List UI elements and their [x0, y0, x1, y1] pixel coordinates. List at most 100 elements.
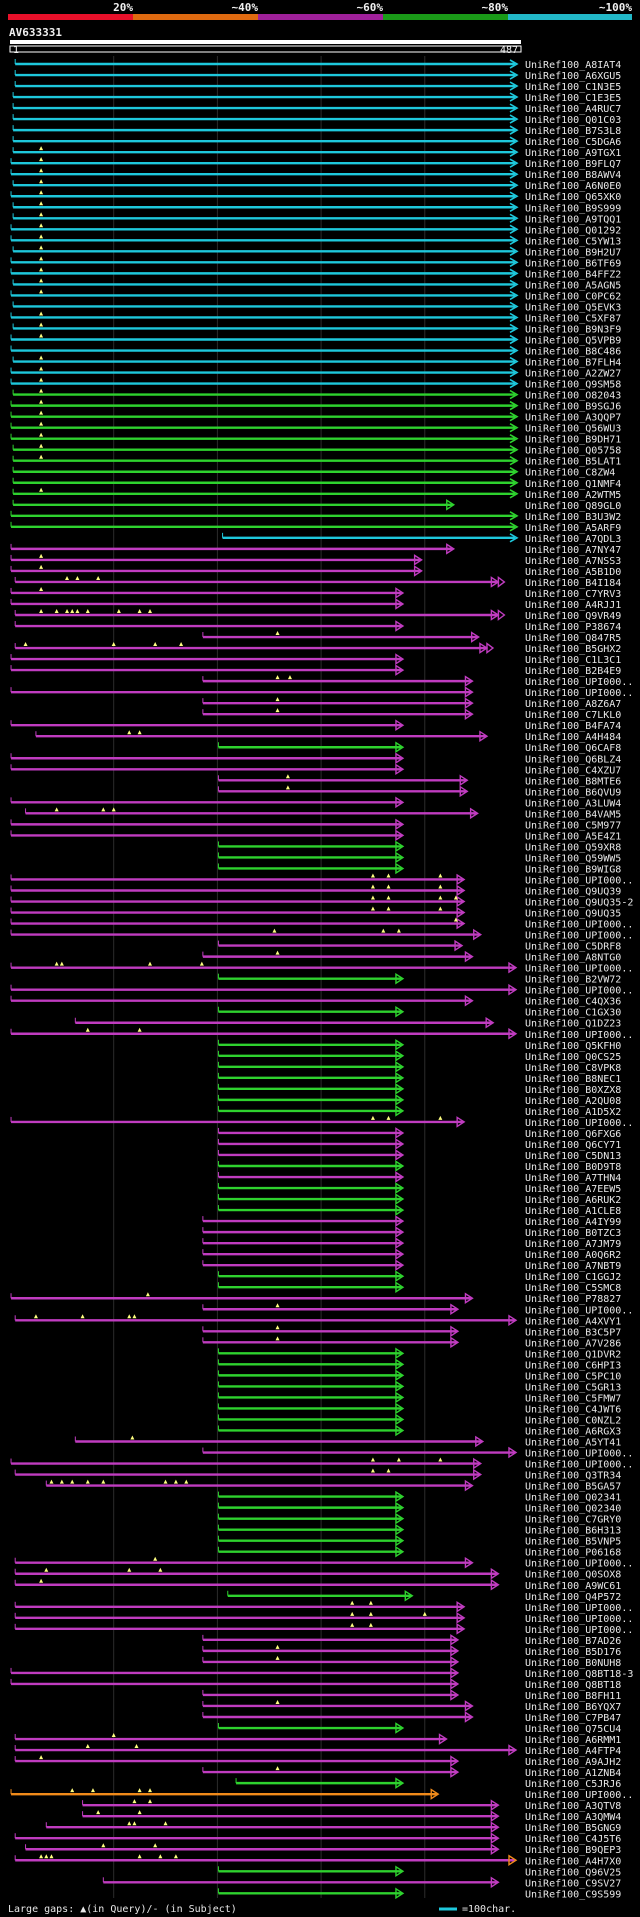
hit-row[interactable]: UniRef100_A3QMW4 — [82, 1810, 622, 1823]
hit-label[interactable]: UniRef100_P78827 — [525, 1294, 621, 1305]
hit-label[interactable]: UniRef100_C7PB47 — [525, 1713, 621, 1724]
hit-label[interactable]: UniRef100_C5PC10 — [525, 1371, 621, 1382]
hit-label[interactable]: UniRef100_A9TGX1 — [525, 148, 621, 159]
hit-row[interactable]: UniRef100_A3QQP7 — [10, 410, 621, 424]
hit-row[interactable]: UniRef100_Q5EVK3 — [12, 301, 621, 313]
hit-label[interactable]: UniRef100_B9FLQ7 — [525, 159, 621, 170]
hit-row[interactable]: UniRef100_UPI000.. — [202, 675, 634, 688]
hit-row[interactable]: UniRef100_Q6CY71 — [217, 1138, 621, 1151]
hit-label[interactable]: UniRef100_B9H2U7 — [525, 247, 621, 258]
hit-label[interactable]: UniRef100_B4VAM5 — [525, 809, 621, 820]
hit-label[interactable]: UniRef100_Q65XK0 — [525, 192, 621, 203]
hit-label[interactable]: UniRef100_C1E3E5 — [525, 93, 621, 104]
hit-label[interactable]: UniRef100_C4QX36 — [525, 997, 621, 1008]
hit-label[interactable]: UniRef100_C5FMW7 — [525, 1393, 621, 1404]
hit-row[interactable]: UniRef100_C9SV27 — [102, 1876, 621, 1889]
hit-label[interactable]: UniRef100_C7GRY0 — [525, 1515, 621, 1526]
hit-row[interactable]: UniRef100_Q5VPB9 — [10, 333, 621, 347]
hit-label[interactable]: UniRef100_B6H313 — [525, 1526, 621, 1537]
hit-label[interactable]: UniRef100_C1GGJ2 — [525, 1272, 621, 1283]
hit-row[interactable]: UniRef100_Q02340 — [217, 1501, 621, 1515]
hit-row[interactable]: UniRef100_B8FH11 — [202, 1689, 621, 1702]
hit-row[interactable]: UniRef100_B5LAT1 — [12, 454, 621, 468]
hit-label[interactable]: UniRef100_UPI000.. — [525, 688, 633, 699]
hit-row[interactable]: UniRef100_C5DGA6 — [12, 136, 621, 148]
hit-label[interactable]: UniRef100_A7NSS3 — [525, 556, 621, 567]
hit-label[interactable]: UniRef100_Q1NMF4 — [525, 479, 621, 490]
hit-row[interactable]: UniRef100_C7PB47 — [202, 1711, 621, 1724]
hit-row[interactable]: UniRef100_Q6CAF8 — [217, 741, 621, 754]
hit-row[interactable]: UniRef100_C5DRF8 — [217, 939, 621, 953]
hit-label[interactable]: UniRef100_Q847R5 — [525, 633, 621, 644]
hit-label[interactable]: UniRef100_UPI000.. — [525, 1449, 633, 1460]
hit-label[interactable]: UniRef100_C0NZL2 — [525, 1415, 621, 1426]
hit-row[interactable]: UniRef100_B7AD26 — [202, 1634, 621, 1647]
hit-row[interactable]: UniRef100_B3C5P7 — [202, 1325, 621, 1338]
hit-row[interactable]: UniRef100_B8AWV4 — [10, 168, 621, 181]
hit-row[interactable]: UniRef100_C6HPI3 — [217, 1358, 621, 1371]
hit-label[interactable]: UniRef100_A9AJH2 — [525, 1757, 621, 1768]
hit-label[interactable]: UniRef100_A7JM79 — [525, 1239, 621, 1250]
hit-row[interactable]: UniRef100_B8NEC1 — [217, 1072, 621, 1085]
hit-label[interactable]: UniRef100_Q89GL0 — [525, 501, 621, 512]
hit-row[interactable]: UniRef100_Q8BT18-3 — [10, 1667, 633, 1680]
hit-label[interactable]: UniRef100_A3QQP7 — [525, 413, 621, 424]
hit-row[interactable]: UniRef100_B9DH71 — [10, 432, 621, 446]
hit-label[interactable]: UniRef100_B4FFZ2 — [525, 269, 621, 280]
hit-label[interactable]: UniRef100_A4IY99 — [525, 1217, 621, 1228]
hit-label[interactable]: UniRef100_A4H484 — [525, 732, 621, 743]
hit-row[interactable]: UniRef100_UPI000.. — [10, 1788, 633, 1801]
hit-label[interactable]: UniRef100_A8IAT4 — [525, 60, 621, 71]
hit-row[interactable]: UniRef100_UPI000.. — [10, 1115, 633, 1129]
hit-label[interactable]: UniRef100_A5E4Z1 — [525, 831, 621, 842]
hit-row[interactable]: UniRef100_UPI000.. — [14, 1611, 633, 1625]
hit-label[interactable]: UniRef100_Q59XR8 — [525, 842, 621, 853]
hit-row[interactable]: UniRef100_A4IY99 — [202, 1215, 621, 1228]
hit-label[interactable]: UniRef100_UPI000.. — [525, 920, 633, 931]
hit-row[interactable]: UniRef100_C5XF87 — [10, 311, 621, 324]
hit-label[interactable]: UniRef100_P38674 — [525, 622, 621, 633]
hit-label[interactable]: UniRef100_C5GR13 — [525, 1382, 621, 1393]
hit-row[interactable]: UniRef100_B9SGJ6 — [10, 399, 621, 413]
hit-label[interactable]: UniRef100_Q1DZ23 — [525, 1019, 621, 1030]
hit-label[interactable]: UniRef100_C6HPI3 — [525, 1360, 621, 1371]
hit-row[interactable]: UniRef100_B9WIG8 — [217, 862, 621, 875]
hit-label[interactable]: UniRef100_Q96V25 — [525, 1867, 621, 1878]
hit-label[interactable]: UniRef100_B9DH71 — [525, 435, 621, 446]
hit-label[interactable]: UniRef100_UPI000.. — [525, 1614, 633, 1625]
hit-row[interactable]: UniRef100_B9QEP3 — [25, 1843, 622, 1856]
hit-label[interactable]: UniRef100_UPI000.. — [525, 875, 633, 886]
hit-row[interactable]: UniRef100_Q65XK0 — [10, 190, 621, 203]
hit-row[interactable]: UniRef100_Q6FXG6 — [217, 1127, 621, 1140]
hit-row[interactable]: UniRef100_C7GRY0 — [217, 1512, 621, 1526]
hit-label[interactable]: UniRef100_A2WTM5 — [525, 490, 621, 501]
hit-label[interactable]: UniRef100_A1ZNB4 — [525, 1768, 621, 1779]
hit-label[interactable]: UniRef100_B8FH11 — [525, 1691, 621, 1702]
hit-row[interactable]: UniRef100_A3QTV8 — [82, 1799, 622, 1812]
hit-row[interactable]: UniRef100_UPI000.. — [10, 961, 633, 975]
hit-row[interactable]: UniRef100_A4H7X0 — [14, 1854, 621, 1867]
hit-label[interactable]: UniRef100_A7V286 — [525, 1338, 621, 1349]
hit-label[interactable]: UniRef100_A6RGX3 — [525, 1426, 621, 1437]
hit-label[interactable]: UniRef100_B9N3F9 — [525, 324, 621, 335]
hit-row[interactable]: UniRef100_B2B4E9 — [10, 664, 621, 677]
hit-label[interactable]: UniRef100_B0NUH8 — [525, 1658, 621, 1669]
hit-row[interactable]: UniRef100_B6H313 — [217, 1523, 621, 1537]
hit-label[interactable]: UniRef100_A4XVY1 — [525, 1316, 621, 1327]
hit-row[interactable]: UniRef100_C4XZU7 — [10, 763, 621, 776]
hit-row[interactable]: UniRef100_A7EEW5 — [217, 1182, 621, 1195]
hit-label[interactable]: UniRef100_A3QMW4 — [525, 1812, 621, 1823]
hit-label[interactable]: UniRef100_Q6BLZ4 — [525, 754, 621, 765]
hit-row[interactable]: UniRef100_Q01C03 — [12, 114, 621, 126]
hit-row[interactable]: UniRef100_P78827 — [10, 1292, 621, 1305]
hit-row[interactable]: UniRef100_A2QU08 — [217, 1094, 621, 1107]
hit-row[interactable]: UniRef100_Q01292 — [10, 223, 621, 236]
hit-label[interactable]: UniRef100_B7AD26 — [525, 1636, 621, 1647]
hit-label[interactable]: UniRef100_A4RJJ1 — [525, 600, 621, 611]
hit-row[interactable]: UniRef100_B8MTE6 — [217, 774, 621, 787]
hit-label[interactable]: UniRef100_A7QDL3 — [525, 534, 621, 545]
hit-label[interactable]: UniRef100_B5GNG9 — [525, 1823, 621, 1834]
hit-label[interactable]: UniRef100_UPI000.. — [525, 1790, 633, 1801]
hit-row[interactable]: UniRef100_B6TF69 — [10, 256, 621, 269]
hit-label[interactable]: UniRef100_C5DN13 — [525, 1151, 621, 1162]
